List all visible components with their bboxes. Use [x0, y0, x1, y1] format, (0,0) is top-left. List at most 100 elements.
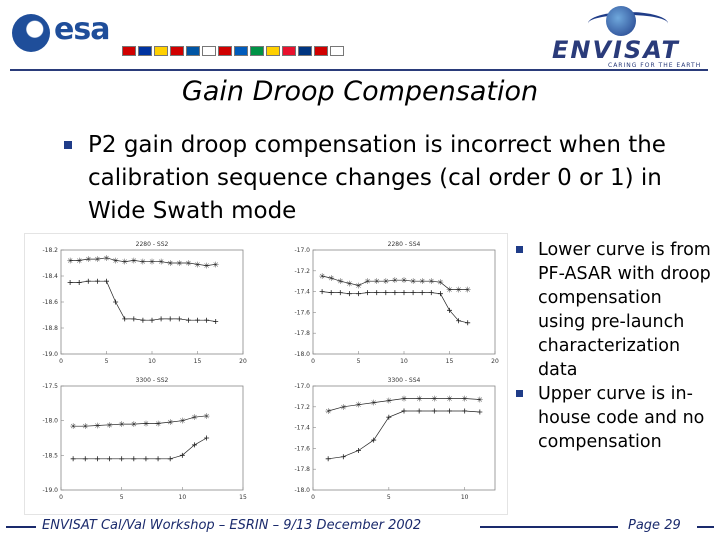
side-bullets: Lower curve is from PF-ASAR with droop c… — [512, 238, 712, 454]
plots-panel: 2280 - SS2 0 5 10 15 20 -18.2 -18.4 -18.6 -18.8 -1… — [24, 233, 508, 515]
x-tick-label: 0 — [311, 494, 315, 501]
gain-plots: 2280 - SS2 0 5 10 15 20 -18.2 -18.4 -18.6 -18.8 -1… — [42, 241, 499, 501]
data-point-star: ✳ — [67, 256, 74, 265]
data-point-star: ✳ — [419, 277, 426, 286]
data-point-star: ✳ — [355, 401, 362, 410]
data-point-star: ✳ — [191, 413, 198, 422]
y-tick-label: -17.4 — [294, 425, 310, 432]
x-tick-label: 5 — [387, 494, 391, 501]
data-point-star: ✳ — [76, 256, 83, 265]
flag-icon — [234, 46, 248, 56]
y-tick-label: -18.2 — [42, 247, 58, 254]
data-point-plus — [447, 408, 452, 414]
data-point-plus — [401, 408, 407, 414]
data-point-plus — [158, 316, 164, 322]
x-tick-label: 15 — [446, 358, 454, 365]
data-point-plus — [76, 280, 82, 285]
data-point-star: ✳ — [319, 272, 326, 281]
data-point-star: ✳ — [370, 399, 377, 408]
data-point-star: ✳ — [94, 255, 101, 264]
header-divider — [10, 69, 708, 71]
y-tick-label: -18.6 — [42, 299, 58, 306]
flag-icon — [154, 46, 168, 56]
data-point-star: ✳ — [416, 394, 423, 403]
data-point-star: ✳ — [179, 417, 186, 426]
data-point-plus — [185, 317, 191, 323]
data-point-plus — [456, 318, 462, 324]
data-point-star: ✳ — [149, 258, 156, 267]
y-tick-label: -19.0 — [42, 351, 58, 358]
data-point-plus — [462, 408, 468, 414]
main-bullet-text: P2 gain droop compensation is incorrect … — [88, 132, 666, 224]
slide-title: Gain Droop Compensation — [181, 76, 539, 107]
data-point-star: ✳ — [212, 260, 219, 269]
flag-icon — [122, 46, 136, 56]
x-tick-label: 0 — [59, 494, 63, 501]
data-point-plus — [143, 456, 149, 462]
x-tick-label: 15 — [194, 358, 202, 365]
data-point-star: ✳ — [82, 422, 89, 431]
footer-rule-right — [697, 526, 714, 528]
data-point-star: ✳ — [194, 260, 201, 269]
data-point-plus — [465, 320, 471, 326]
y-tick-label: -17.0 — [294, 383, 310, 390]
x-tick-label: 0 — [311, 358, 315, 365]
y-tick-label: -17.2 — [294, 268, 310, 275]
data-point-plus — [94, 456, 100, 462]
flag-icon — [250, 46, 264, 56]
data-point-plus — [107, 456, 113, 462]
y-tick-label: -18.5 — [42, 452, 58, 459]
data-point-star: ✳ — [431, 394, 438, 403]
data-point-plus — [340, 454, 346, 460]
data-point-star: ✳ — [155, 419, 162, 428]
data-point-star: ✳ — [112, 256, 119, 265]
member-flags-strip — [122, 46, 344, 56]
data-point-plus — [447, 307, 452, 313]
data-point-plus — [419, 290, 425, 296]
data-point-star: ✳ — [355, 281, 362, 290]
x-tick-label: 10 — [148, 358, 156, 365]
data-point-plus — [204, 435, 210, 441]
y-tick-label: -17.2 — [294, 404, 310, 411]
data-point-star: ✳ — [437, 278, 444, 287]
data-point-plus — [113, 299, 119, 305]
y-tick-label: -18.0 — [294, 351, 310, 358]
data-point-plus — [191, 442, 197, 448]
flag-icon — [266, 46, 280, 56]
plot-title: 2280 - SS4 — [388, 241, 421, 248]
data-point-plus — [401, 290, 407, 296]
data-point-plus — [195, 317, 200, 323]
data-point-plus — [122, 316, 128, 322]
y-tick-label: -17.5 — [42, 383, 58, 390]
flag-icon — [138, 46, 152, 56]
data-point-star: ✳ — [464, 286, 471, 295]
x-tick-label: 20 — [491, 358, 499, 365]
x-tick-label: 20 — [239, 358, 247, 365]
data-point-star: ✳ — [401, 276, 408, 285]
data-point-star: ✳ — [328, 274, 335, 283]
y-tick-label: -17.4 — [294, 289, 310, 296]
flag-icon — [282, 46, 296, 56]
series-line — [70, 257, 216, 266]
data-point-star: ✳ — [325, 407, 332, 416]
data-point-star: ✳ — [392, 276, 399, 285]
esa-logo-icon — [12, 14, 50, 52]
y-tick-label: -17.0 — [294, 247, 310, 254]
data-point-star: ✳ — [85, 255, 92, 264]
bullet-square-icon — [64, 141, 72, 149]
data-point-plus — [374, 290, 380, 296]
flag-icon — [218, 46, 232, 56]
y-tick-label: -18.4 — [42, 273, 58, 280]
data-point-star: ✳ — [385, 397, 392, 406]
data-point-star: ✳ — [340, 403, 347, 412]
y-tick-label: -18.8 — [42, 325, 58, 332]
flag-icon — [298, 46, 312, 56]
data-point-star: ✳ — [167, 259, 174, 268]
flag-icon — [330, 46, 344, 56]
data-point-plus — [167, 316, 173, 322]
data-point-star: ✳ — [455, 286, 462, 295]
data-point-star: ✳ — [364, 277, 371, 286]
envisat-logo: ENVISAT CARING FOR THE EARTH — [548, 6, 708, 69]
x-tick-label: 0 — [59, 358, 63, 365]
data-point-plus — [82, 456, 88, 462]
